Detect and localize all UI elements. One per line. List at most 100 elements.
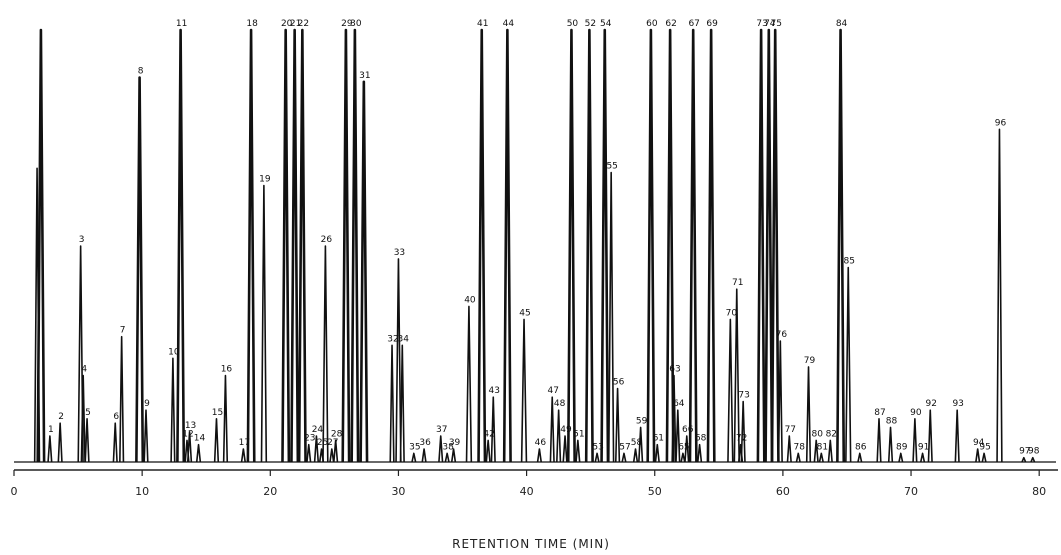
peak-4-5: [80, 374, 86, 463]
peak-1-2: [47, 435, 53, 463]
peak-label-81-83: 81: [817, 442, 828, 452]
peak-label-69-70: 69: [706, 19, 718, 29]
peak-label-84-85: 84: [836, 19, 848, 29]
peak-73-75: [756, 28, 766, 463]
peak-98-99: [1030, 456, 1036, 463]
peak-97-98: [1021, 456, 1027, 463]
peak-label-78-80: 78: [794, 442, 806, 452]
peak-label-91-92: 91: [918, 442, 929, 452]
peak-51-52: [575, 439, 581, 463]
peak-label-94-95: 94: [973, 438, 985, 448]
x-ticks-layer: 0 10 20 30 40 50 60 70 80: [11, 470, 1046, 498]
peak-6-7: [112, 422, 118, 463]
peak-label-90-91: 90: [910, 408, 922, 418]
peak-label-44-45: 44: [503, 19, 515, 29]
peak-label-8-9: 8: [138, 67, 144, 77]
peak-35-36: [411, 452, 417, 463]
peak-label-16-17: 16: [221, 365, 233, 375]
peaks-layer: [14, 28, 1056, 463]
peak-label-80-82: 80: [811, 429, 823, 439]
peak-label-3-4: 3: [79, 235, 85, 245]
peak-45-46: [520, 318, 528, 463]
x-axis-label: RETENTION TIME (MIN): [452, 537, 610, 551]
peak-23-24: [306, 443, 312, 463]
peak-17-18: [240, 448, 246, 463]
peak-31-32: [359, 80, 369, 463]
peak-65-66: [680, 452, 686, 463]
peak-label-56-57: 56: [613, 378, 625, 388]
peak-49-50: [562, 435, 568, 463]
peak-label-2-3: 2: [58, 412, 64, 422]
peak-47-48: [549, 396, 555, 463]
peak-36-37: [421, 448, 427, 463]
peak-label-97-98: 97: [1019, 447, 1030, 457]
peak-20-21: [281, 28, 291, 463]
peak-label-50-51: 50: [567, 19, 579, 29]
peak-15-16: [213, 418, 220, 463]
peak-label-19-20: 19: [259, 175, 271, 185]
peak-label-93-94: 93: [952, 399, 963, 409]
peak-13-14: [186, 430, 193, 463]
peak-21-22: [290, 28, 300, 463]
peak-label-42-43: 42: [483, 429, 494, 439]
peak-label-17-18: 17: [239, 438, 250, 448]
peak-label-62-63: 62: [665, 19, 676, 29]
peak-label-30-31: 30: [350, 19, 362, 29]
peak-61-62: [654, 443, 660, 463]
peak-52-53: [584, 28, 594, 463]
peak-10-11: [170, 357, 176, 463]
peak-label-33-34: 33: [394, 248, 405, 258]
peak-27-28: [329, 448, 335, 463]
peak-unlabeled-1: [33, 167, 41, 463]
peak-label-47-48: 47: [547, 386, 558, 396]
peak-71-72: [733, 288, 740, 463]
peak-label-24-25: 24: [312, 425, 324, 435]
peak-label-26-27: 26: [321, 235, 333, 245]
peak-label-23-24: 23: [304, 434, 315, 444]
peak-label-53-54: 53: [592, 442, 603, 452]
peak-19-20: [260, 184, 268, 463]
peak-label-60-61: 60: [646, 19, 658, 29]
x-tick-label-80: 80: [1032, 485, 1046, 498]
peak-label-85-86: 85: [844, 257, 855, 267]
peak-label-73-74: 73: [738, 391, 749, 401]
peak-label-7-8: 7: [120, 326, 126, 336]
peak-7-8: [119, 335, 125, 463]
peak-label-92-93: 92: [926, 399, 937, 409]
peak-label-73-75: 73: [756, 19, 767, 29]
peak-label-71-72: 71: [732, 278, 743, 288]
peak-74-76: [764, 28, 774, 463]
peak-label-63-64: 63: [669, 365, 680, 375]
peak-label-77-79: 77: [785, 425, 796, 435]
peak-73-74: [740, 400, 746, 463]
peak-34-35: [399, 344, 405, 463]
peak-label-20-21: 20: [281, 19, 293, 29]
peak-33-34: [395, 258, 402, 463]
peak-label-5-6: 5: [85, 408, 91, 418]
peak-42-43: [485, 439, 491, 463]
peak-81-83: [818, 452, 824, 463]
peak-59-60: [638, 426, 644, 463]
x-tick-label-70: 70: [904, 485, 918, 498]
peak-90-91: [912, 418, 918, 463]
peak-label-61-62: 61: [653, 434, 664, 444]
peak-54-55: [600, 28, 610, 463]
peak-2-3: [57, 422, 63, 463]
peak-label-48-49: 48: [554, 399, 566, 409]
x-tick-label-60: 60: [776, 485, 790, 498]
peak-85-86: [845, 266, 852, 463]
peak-label-95-96: 95: [979, 442, 990, 452]
peak-label-27-28: 27: [327, 438, 338, 448]
peak-label-4-5: 4: [81, 365, 87, 375]
peak-78-80: [795, 452, 801, 463]
peak-60-61: [646, 28, 656, 463]
peak-82-84: [827, 439, 833, 463]
peak-41-42: [477, 28, 487, 463]
peak-64-65: [675, 409, 681, 463]
peak-84-85: [836, 28, 846, 463]
peak-label-38-39: 38: [442, 442, 454, 452]
peak-label-14-15: 14: [194, 434, 206, 444]
peak-75-77: [770, 28, 780, 463]
peak-label-66-67: 66: [682, 425, 694, 435]
peak-label-11-12: 11: [176, 19, 187, 29]
